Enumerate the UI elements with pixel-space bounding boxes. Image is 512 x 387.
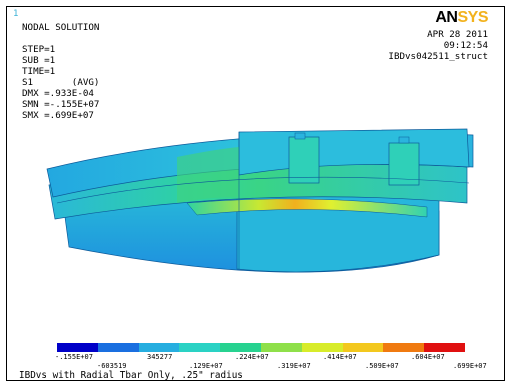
legend-label-9: .604E+07 (411, 353, 445, 361)
legend-swatch-9 (383, 343, 425, 352)
slot-right (388, 142, 420, 186)
legend-swatch-1 (57, 343, 98, 352)
legend-swatch-2 (97, 343, 139, 352)
date-block: APR 28 2011 09:12:54 IBDvs042511_struct (388, 29, 488, 62)
legend-label-7: .414E+07 (323, 353, 357, 361)
legend-swatch-7 (301, 343, 343, 352)
legend-label-6: .319E+07 (277, 362, 311, 370)
legend-label-5: .224E+07 (235, 353, 269, 361)
fea-model-view[interactable] (7, 7, 505, 337)
legend-label-3: 345277 (147, 353, 173, 361)
legend-label-8: .509E+07 (365, 362, 399, 370)
sub-value: SUB =1 (22, 55, 56, 66)
smn-value: SMN =-.155E+07 (22, 99, 100, 110)
result-item: S1 (AVG) (22, 77, 100, 88)
legend-label-10: .699E+07 (453, 362, 487, 370)
legend-swatch-6 (260, 343, 302, 352)
slot-left-tab (294, 132, 306, 140)
hot-band (186, 198, 428, 218)
legend-label-2: -603519 (97, 362, 127, 370)
smx-value: SMX =.699E+07 (22, 110, 94, 121)
plot-caption: IBDvs with Radial Tbar Only, .25" radius (19, 370, 243, 381)
time-value: TIME=1 (22, 66, 56, 77)
legend-swatch-4 (179, 343, 221, 352)
dmx-value: DMX =.933E-04 (22, 88, 94, 99)
legend-swatch-10 (424, 343, 465, 352)
ansys-logo: ANSYS (435, 9, 488, 26)
contour-legend-bar (57, 343, 465, 352)
solution-info-block: NODAL SOLUTION STEP=1 SUB =1 TIME=1 S1 (… (22, 22, 99, 121)
solution-title: NODAL SOLUTION (22, 22, 100, 33)
legend-swatch-8 (342, 343, 384, 352)
legend-swatch-5 (220, 343, 261, 352)
green-zone (177, 147, 239, 203)
graphics-window[interactable]: 1 NODAL SOLUTION STEP=1 SUB =1 TIME=1 S1… (6, 6, 505, 381)
slot-left (288, 136, 320, 184)
step-value: STEP=1 (22, 44, 56, 55)
time-label: 09:12:54 (443, 40, 488, 51)
slot-right-tab (398, 136, 410, 144)
jobname-label: IBDvs042511_struct (388, 51, 488, 62)
legend-label-1: -.155E+07 (55, 353, 93, 361)
contour-legend-labels: -.155E+07 -603519 345277 .129E+07 .224E+… (7, 353, 504, 373)
legend-label-4: .129E+07 (189, 362, 223, 370)
legend-swatch-3 (138, 343, 180, 352)
window-number: 1 (13, 9, 19, 19)
date-label: APR 28 2011 (427, 29, 488, 40)
